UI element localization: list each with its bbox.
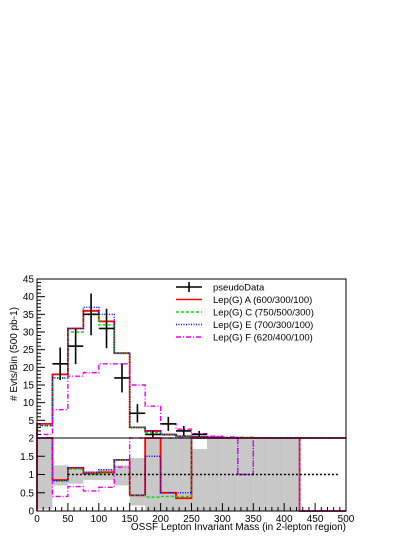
band-bin xyxy=(191,448,207,511)
x-tick-label: 350 xyxy=(245,514,262,525)
x-tick-label: 450 xyxy=(307,514,324,525)
ratio-axes: 0 0.5 1 1.5 2 0 50 100 150 200 250 300 350 400 450 500 xyxy=(20,434,355,526)
legend-label: pseudoData xyxy=(213,283,265,294)
band-bin xyxy=(52,465,68,486)
band-bin xyxy=(206,438,223,511)
data-point xyxy=(160,416,177,431)
data-point xyxy=(114,363,130,393)
x-tick-label: 500 xyxy=(338,514,355,525)
band-bin xyxy=(37,438,53,510)
band-bin xyxy=(67,469,84,484)
band-bin xyxy=(114,465,130,486)
x-axis-label: OSSF Lepton Invariant Mass (in 2-lepton … xyxy=(131,522,346,533)
band-bin xyxy=(222,438,238,511)
band-bin xyxy=(129,458,146,506)
x-tick-label: 50 xyxy=(62,514,74,525)
data-point xyxy=(83,293,99,336)
y-tick-label: 15 xyxy=(23,381,35,392)
legend-item: Lep(G) A (600/300/100) xyxy=(176,295,312,306)
data-point xyxy=(52,347,68,381)
data-point xyxy=(191,430,207,438)
x-tick-label: 200 xyxy=(152,514,169,525)
legend-item: Lep(G) C (750/500/300) xyxy=(176,308,314,319)
legend-item: pseudoData xyxy=(176,282,265,294)
legend-label: Lep(G) F (620/400/100) xyxy=(213,333,313,344)
ratio-y-tick-label: 2 xyxy=(28,434,34,445)
band-bin xyxy=(83,470,99,480)
data-point xyxy=(98,308,115,349)
data-point xyxy=(145,430,161,438)
y-tick-label: 25 xyxy=(23,345,35,356)
ratio-y-tick-label: 1 xyxy=(28,470,34,481)
data-point xyxy=(67,328,84,365)
y-tick-label: 20 xyxy=(23,363,35,374)
y-tick-label: 30 xyxy=(23,328,35,339)
x-tick-label: 300 xyxy=(214,514,231,525)
y-axis-label: # Evts/Bin (500 pb-1) xyxy=(9,307,20,401)
band-bin xyxy=(98,469,115,480)
main-y-axis: 5 10 15 20 25 30 35 40 45 xyxy=(23,275,45,435)
legend-label: Lep(G) A (600/300/100) xyxy=(213,295,312,306)
ratio-c-step xyxy=(36,437,346,512)
legend-label: Lep(G) C (750/500/300) xyxy=(213,308,314,319)
x-tick-label: 0 xyxy=(34,514,40,525)
x-tick-label: 250 xyxy=(183,514,200,525)
y-tick-label: 40 xyxy=(23,292,35,303)
legend-item: Lep(G) E (700/300/100) xyxy=(176,320,313,331)
ratio-y-tick-label: 0.5 xyxy=(20,488,34,499)
legend-label: Lep(G) E (700/300/100) xyxy=(213,320,313,331)
y-tick-label: 5 xyxy=(28,416,34,427)
ratio-panel: 00.511.520 50 100 150 200 250 300 350 400 450 500 … xyxy=(20,434,355,534)
ratio-y-tick-label: 1.5 xyxy=(20,452,34,463)
legend-item: Lep(G) F (620/400/100) xyxy=(176,333,313,344)
y-tick-label: 10 xyxy=(23,398,35,409)
x-tick-label: 400 xyxy=(276,514,293,525)
data-point xyxy=(176,425,192,436)
x-tick-label: 100 xyxy=(90,514,107,525)
x-tick-label: 150 xyxy=(121,514,138,525)
y-tick-label: 45 xyxy=(23,275,35,286)
ratio-y-tick-label: 0 xyxy=(28,507,34,518)
data-point xyxy=(129,404,146,423)
y-tick-label: 35 xyxy=(23,310,35,321)
